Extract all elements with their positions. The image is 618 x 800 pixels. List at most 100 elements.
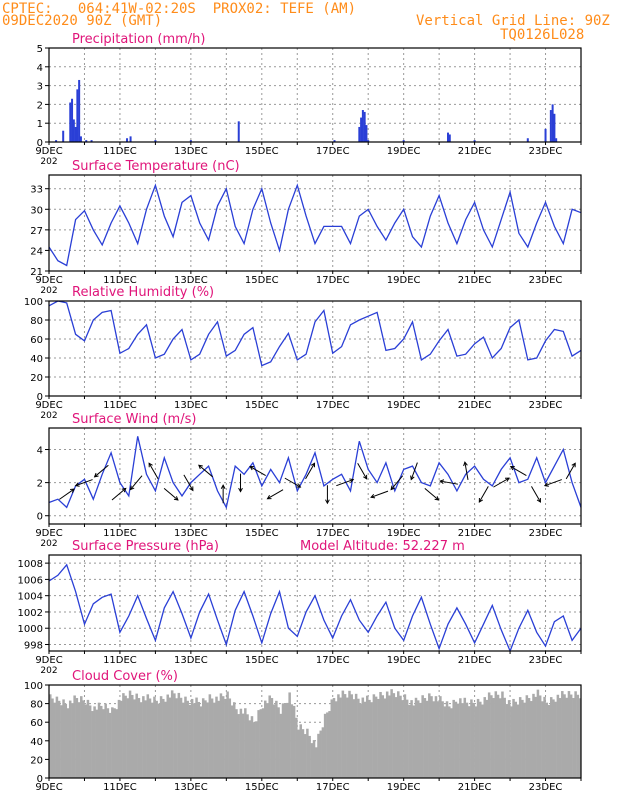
x-tick-label: 11DEC	[103, 655, 137, 666]
cloud-bar	[321, 727, 325, 778]
y-tick-label: 3	[37, 82, 43, 93]
cloud-bar	[503, 697, 506, 778]
cloud-bar	[119, 700, 123, 778]
cloud-bar	[144, 700, 147, 778]
cloud-bar	[492, 698, 495, 778]
wind-arrow	[390, 475, 404, 490]
wind-arrow	[370, 490, 389, 498]
cloud-bar	[246, 714, 249, 778]
x-tick-label: 13DEC	[174, 655, 208, 666]
cloud-bar	[536, 689, 540, 778]
wind-arrow	[410, 462, 418, 480]
cloud-bar	[359, 703, 362, 778]
wind-arrow-head	[189, 486, 194, 492]
cloud-bar	[377, 698, 380, 778]
wind-arrow	[267, 489, 284, 500]
cloud-bar	[301, 729, 305, 778]
wind-arrow	[111, 488, 127, 501]
wind-arrow-head	[543, 482, 549, 487]
cloud-bar	[485, 699, 489, 778]
cloud-bar	[479, 701, 482, 778]
cloud-bar	[527, 698, 531, 778]
cloud-bar	[534, 696, 537, 778]
wind-arrow-head	[148, 462, 153, 468]
cloud-bar	[341, 690, 345, 778]
precip-bar	[553, 113, 556, 142]
cloud-bar	[84, 704, 87, 778]
precip-bar	[71, 98, 74, 142]
cloud-bar	[133, 699, 136, 778]
cloud-bar	[88, 705, 92, 778]
precip-bar	[365, 125, 368, 142]
cloud-bar	[399, 695, 402, 778]
wind-arrow-head	[220, 484, 226, 489]
cloud-bar	[201, 698, 205, 778]
cloud-bar	[75, 698, 79, 778]
y-tick-label: 20	[30, 755, 43, 766]
cloud-bar	[166, 694, 169, 778]
cloud-bar	[113, 708, 116, 778]
cloud-bar	[239, 708, 243, 778]
precip-bar	[551, 104, 554, 142]
wind-arrow-head	[390, 485, 396, 491]
y-tick-label: 24	[30, 246, 43, 257]
temp-line	[48, 183, 582, 267]
cloud-bar	[275, 700, 278, 778]
cloud-bar	[410, 700, 413, 778]
precip-bar	[85, 140, 88, 142]
cloud-bar	[159, 696, 163, 778]
x-tick-label: 15DEC	[245, 275, 279, 286]
cloud-bar	[494, 691, 498, 778]
cloud-bar	[230, 705, 234, 778]
cloud-bar	[530, 701, 533, 778]
cloud-bar	[334, 701, 338, 778]
cloud-bar	[565, 697, 568, 778]
x-tick-label: 13DEC	[174, 782, 208, 793]
precip-bar	[361, 110, 364, 142]
cloud-bar	[401, 700, 404, 778]
cloud-bar	[459, 698, 462, 778]
cloud-bar	[102, 709, 105, 778]
cloud-bar	[177, 692, 181, 778]
cloud-bar	[250, 716, 254, 778]
cloud-bar	[569, 694, 573, 778]
rh-line	[48, 300, 582, 367]
cloud-bar	[572, 698, 575, 778]
y-tick-label: 60	[30, 335, 43, 346]
cloud-bar	[443, 706, 447, 778]
x-tick-label: 15DEC	[245, 782, 279, 793]
cloud-bar	[184, 696, 187, 778]
x-tick-label: 13DEC	[174, 275, 208, 286]
cloud-bar	[423, 698, 427, 778]
cloud-bar	[111, 707, 114, 778]
cloud-bar	[450, 708, 453, 778]
x-tick-label: 19DEC	[387, 655, 421, 666]
header-line2: 09DEC2020 90Z (GMT)	[2, 13, 163, 29]
cloud-bar	[283, 703, 287, 778]
cloud-bar	[122, 693, 125, 778]
cloud-bar	[319, 730, 322, 778]
wind-arrow	[478, 486, 489, 503]
y-tick-label: 4	[37, 63, 43, 74]
cloud-bar	[108, 712, 112, 778]
wind-arrow	[59, 488, 75, 500]
cloud-bar	[388, 695, 391, 778]
cloud-bar	[538, 695, 542, 778]
cloud-bar	[139, 702, 143, 778]
precip-bar	[126, 138, 129, 142]
cloud-bar	[264, 700, 267, 778]
precip-bar	[129, 136, 132, 142]
precip-bar	[90, 140, 93, 142]
cloud-bar	[390, 689, 393, 778]
cloud-bar	[99, 705, 103, 778]
cloud-bar	[483, 697, 486, 778]
wind-arrow	[163, 488, 179, 501]
cloud-bar	[514, 701, 518, 778]
cloud-bar	[270, 698, 274, 778]
x-tick-label: 11DEC	[103, 782, 137, 793]
y-tick-label: 80	[30, 700, 43, 711]
wind-arrow-head	[478, 497, 483, 503]
cloud-bar	[303, 734, 307, 778]
wind-arrow-head	[129, 485, 135, 491]
cloud-bar	[501, 691, 504, 778]
